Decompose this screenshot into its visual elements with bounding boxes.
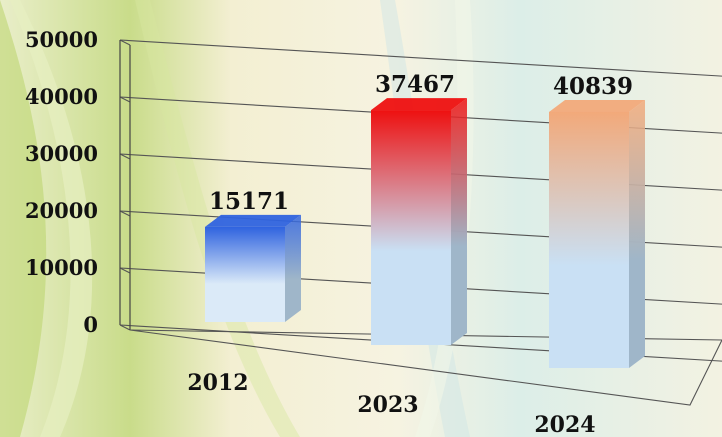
y-tick-label-4: 40000 xyxy=(25,84,98,109)
x-tick-label-2024: 2024 xyxy=(534,412,595,437)
gridline-left-2 xyxy=(119,210,131,217)
y-tick-label-5: 50000 xyxy=(25,27,98,52)
bar-2024-side xyxy=(629,99,645,369)
labels: 0 10000 20000 30000 40000 50000 15171 2012 37467… xyxy=(25,27,633,437)
gridline-5 xyxy=(119,39,722,77)
bar-2024 xyxy=(549,99,645,369)
data-label-2012: 15171 xyxy=(209,188,289,215)
gridline-left-1 xyxy=(119,267,131,274)
gridline-left-5 xyxy=(119,39,131,46)
bar-2012-side xyxy=(285,214,301,322)
data-label-2023: 37467 xyxy=(375,71,455,98)
bar-2024-front xyxy=(549,111,629,369)
bar-2012-top xyxy=(205,214,301,227)
x-tick-label-2023: 2023 xyxy=(357,392,418,418)
data-label-2024: 40839 xyxy=(553,73,633,100)
gridline-left-0 xyxy=(119,324,131,331)
streak-1 xyxy=(10,0,93,437)
y-tick-label-1: 10000 xyxy=(25,255,98,280)
gridline-left-3 xyxy=(119,153,131,160)
bar-2023 xyxy=(371,98,467,345)
y-tick-label-2: 20000 xyxy=(25,198,98,223)
streak-0 xyxy=(0,0,47,437)
bar-2012-front xyxy=(205,226,285,322)
streak-2 xyxy=(135,0,300,437)
bar-2023-front xyxy=(371,110,451,345)
bar-2012 xyxy=(205,214,301,322)
gridline-left-4 xyxy=(119,96,131,103)
x-tick-label-2012: 2012 xyxy=(187,370,248,396)
bar-2023-side xyxy=(451,98,467,345)
y-tick-label-3: 30000 xyxy=(25,141,98,166)
y-tick-label-0: 0 xyxy=(83,312,98,337)
bars xyxy=(205,98,645,369)
bar-2023-top xyxy=(371,98,467,111)
bar-2024-top xyxy=(549,99,645,112)
